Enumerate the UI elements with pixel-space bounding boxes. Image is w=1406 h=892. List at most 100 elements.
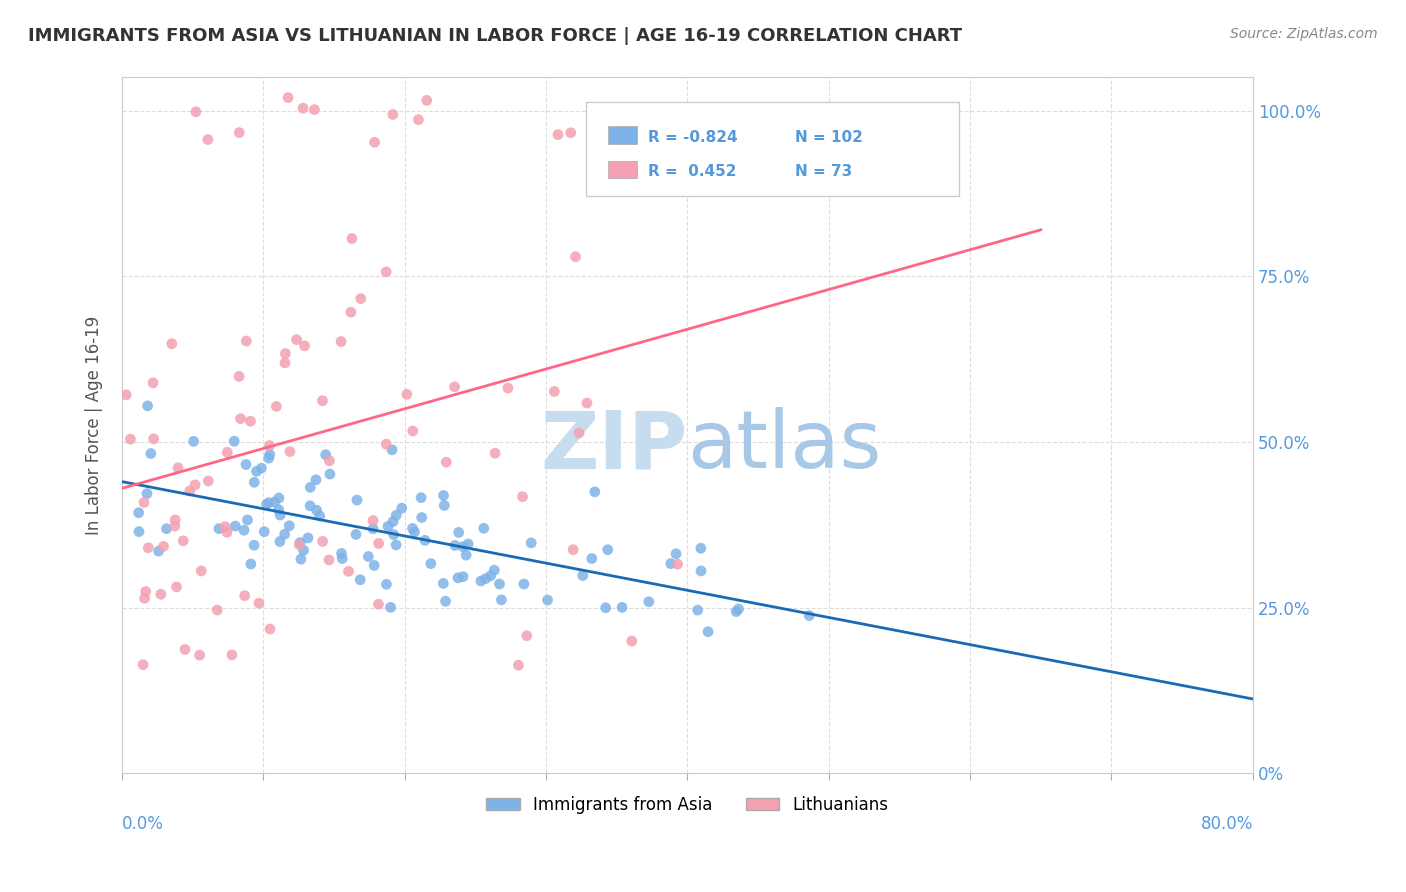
Point — [488, 577, 510, 591]
Point — [183, 434, 205, 449]
Point — [128, 506, 150, 520]
Point — [167, 460, 190, 475]
Point — [408, 112, 430, 127]
Point — [224, 434, 246, 449]
Text: N = 102: N = 102 — [794, 129, 863, 145]
Point — [346, 493, 368, 508]
Point — [308, 508, 330, 523]
Point — [344, 527, 367, 541]
Point — [380, 600, 402, 615]
Point — [413, 533, 436, 548]
Point — [243, 538, 266, 552]
Point — [361, 522, 384, 536]
Point — [132, 657, 155, 672]
Point — [512, 490, 534, 504]
Point — [419, 557, 441, 571]
Point — [318, 553, 340, 567]
Point — [319, 467, 342, 481]
Point — [404, 524, 426, 539]
Point — [274, 356, 297, 370]
Point — [363, 558, 385, 573]
Point — [479, 568, 502, 582]
Point — [142, 432, 165, 446]
Point — [496, 381, 519, 395]
Point — [292, 543, 315, 558]
Point — [337, 565, 360, 579]
Point — [385, 538, 408, 552]
Point — [484, 446, 506, 460]
Point — [547, 128, 569, 142]
Point — [581, 551, 603, 566]
Point — [432, 488, 454, 502]
Point — [165, 513, 187, 527]
Point — [560, 126, 582, 140]
Point — [516, 629, 538, 643]
Point — [367, 597, 389, 611]
Point — [330, 551, 353, 566]
Point — [434, 455, 457, 469]
Point — [224, 519, 246, 533]
Point — [391, 501, 413, 516]
Point — [304, 103, 326, 117]
Point — [136, 486, 159, 500]
Point — [235, 334, 257, 348]
Point — [197, 132, 219, 146]
Point — [184, 478, 207, 492]
Point — [233, 589, 256, 603]
Point — [273, 527, 295, 541]
Text: ZIP: ZIP — [540, 407, 688, 485]
Point — [595, 600, 617, 615]
Point — [402, 424, 425, 438]
Point — [215, 525, 238, 540]
Point — [184, 104, 207, 119]
FancyBboxPatch shape — [586, 102, 959, 195]
Point — [571, 568, 593, 582]
Point — [318, 454, 340, 468]
Point — [690, 564, 713, 578]
Point — [385, 508, 408, 523]
Point — [247, 596, 270, 610]
Point — [330, 334, 353, 349]
Point — [434, 594, 457, 608]
Point — [470, 574, 492, 588]
Point — [278, 518, 301, 533]
Point — [120, 432, 142, 446]
Point — [257, 496, 280, 510]
Point — [172, 533, 194, 548]
Point — [610, 600, 633, 615]
Point — [267, 491, 290, 505]
Point — [340, 305, 363, 319]
Point — [208, 522, 231, 536]
Point — [311, 534, 333, 549]
Text: 80.0%: 80.0% — [1201, 815, 1253, 833]
Point — [135, 584, 157, 599]
Point — [340, 231, 363, 245]
Point — [139, 446, 162, 460]
Point — [543, 384, 565, 399]
Point — [433, 499, 456, 513]
Point — [288, 538, 311, 552]
Point — [799, 608, 821, 623]
FancyBboxPatch shape — [609, 161, 637, 178]
Point — [250, 461, 273, 475]
Point — [179, 483, 201, 498]
Point — [637, 595, 659, 609]
Point — [377, 519, 399, 533]
Point — [166, 580, 188, 594]
Point — [263, 495, 285, 509]
Point — [305, 503, 328, 517]
Point — [447, 571, 470, 585]
Point — [274, 346, 297, 360]
Point — [253, 524, 276, 539]
Point — [299, 499, 322, 513]
Text: R = -0.824: R = -0.824 — [648, 129, 738, 145]
Point — [277, 90, 299, 104]
Point — [134, 591, 156, 606]
Point — [363, 135, 385, 149]
Point — [432, 576, 454, 591]
Point — [197, 474, 219, 488]
Point — [152, 540, 174, 554]
Point — [564, 250, 586, 264]
Point — [596, 542, 619, 557]
Legend: Immigrants from Asia, Lithuanians: Immigrants from Asia, Lithuanians — [479, 789, 896, 821]
